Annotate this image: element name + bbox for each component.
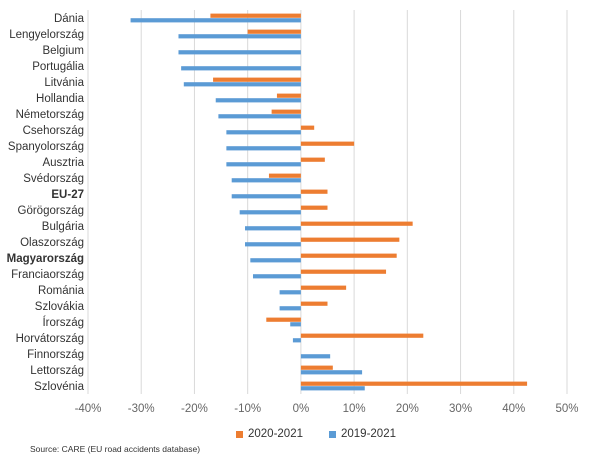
category-label: EU-27	[51, 189, 84, 201]
bar-series-1	[300, 253, 397, 258]
bar-series-1	[268, 173, 301, 178]
bar-series-2	[300, 386, 365, 391]
x-tick-label: -10%	[234, 403, 261, 415]
bar-series-2	[239, 210, 301, 215]
category-label: Románia	[38, 285, 85, 297]
x-tick-label: 10%	[343, 403, 366, 415]
bar-series-1	[300, 125, 315, 130]
x-tick-label: -30%	[128, 403, 155, 415]
bar-series-1	[213, 77, 301, 82]
bar-series-1	[300, 333, 424, 338]
legend-item-series-2: 2019-2021	[329, 428, 396, 440]
bar-series-2	[226, 162, 301, 167]
bar-series-2	[300, 370, 363, 375]
category-label: Olaszország	[20, 237, 84, 249]
x-tick-label: 40%	[502, 403, 525, 415]
bar-series-1	[271, 109, 301, 114]
category-label: Hollandia	[36, 93, 85, 105]
bar-series-1	[300, 269, 387, 274]
bar-series-1	[300, 285, 347, 290]
chart-bars	[130, 13, 528, 391]
category-label: Írország	[42, 316, 84, 329]
bar-series-1	[276, 93, 301, 98]
bar-series-2	[250, 258, 301, 263]
bar-series-2	[178, 50, 301, 55]
category-label: Németország	[16, 109, 84, 121]
bar-series-2	[226, 130, 301, 135]
bar-series-2	[178, 34, 301, 39]
legend-label-series-2: 2019-2021	[341, 428, 396, 440]
bar-series-1	[247, 29, 301, 34]
category-label: Szlovénia	[34, 381, 84, 393]
x-tick-label: 30%	[449, 403, 472, 415]
category-labels: Dánia Lengyelország Belgium Portugália Litvá…	[7, 13, 85, 393]
category-label: Lengyelország	[9, 29, 84, 41]
bar-series-2	[226, 146, 301, 151]
bar-series-2	[218, 114, 301, 119]
bar-series-2	[279, 290, 301, 295]
x-tick-label: 20%	[396, 403, 419, 415]
x-tick-label: 0%	[293, 403, 310, 415]
bar-series-2	[231, 178, 301, 183]
bar-series-1	[300, 189, 328, 194]
x-tick-label: -20%	[181, 403, 208, 415]
bar-series-2	[183, 82, 301, 87]
x-tick-label: 50%	[555, 403, 578, 415]
bar-series-1	[300, 221, 413, 226]
category-label: Franciaország	[11, 269, 84, 281]
bar-series-1	[300, 365, 333, 370]
bar-series-2	[181, 66, 301, 71]
source-note: Source: CARE (EU road accidents database…	[30, 444, 201, 454]
category-label: Belgium	[42, 45, 84, 57]
category-label: Lettország	[30, 365, 84, 377]
bar-series-2	[292, 338, 301, 343]
legend-label-series-1: 2020-2021	[248, 428, 303, 440]
category-label: Szlovákia	[35, 301, 85, 313]
category-label: Bulgária	[42, 221, 85, 233]
chart-gridlines	[87, 10, 568, 394]
bar-series-2	[130, 18, 301, 23]
bar-series-2	[245, 226, 301, 231]
category-label: Portugália	[32, 61, 84, 73]
legend-swatch-series-1	[236, 430, 243, 438]
bar-series-1	[300, 381, 528, 386]
category-label: Csehország	[23, 125, 84, 137]
bar-series-2	[290, 322, 301, 327]
bar-series-2	[252, 274, 301, 279]
category-label: Spanyolország	[8, 141, 84, 153]
bar-series-1	[300, 141, 355, 146]
bar-series-2	[231, 194, 301, 199]
bar-series-1	[300, 205, 328, 210]
bar-series-1	[300, 157, 325, 162]
bar-series-2	[215, 98, 301, 103]
category-label: Finnország	[27, 349, 84, 361]
category-label: Litvánia	[44, 77, 84, 89]
bar-series-1	[300, 301, 328, 306]
bar-series-2	[279, 306, 301, 311]
category-label: Svédország	[23, 173, 84, 185]
legend-item-series-1: 2020-2021	[236, 428, 303, 440]
bar-series-2	[245, 242, 301, 247]
category-label: Magyarország	[7, 253, 84, 265]
bar-series-1	[266, 317, 301, 322]
legend: 2020-2021 2019-2021	[236, 428, 396, 440]
category-label: Dánia	[54, 13, 85, 25]
x-axis-tick-labels: -40% -30% -20% -10% 0% 10% 20% 30% 40% 50%	[75, 403, 579, 415]
legend-swatch-series-2	[329, 430, 336, 438]
bar-series-1	[210, 13, 301, 18]
bar-series-2	[300, 354, 331, 359]
category-label: Ausztria	[42, 157, 84, 169]
category-label: Görögország	[18, 205, 84, 217]
bar-series-1	[300, 237, 400, 242]
category-label: Horvátország	[16, 333, 84, 345]
x-tick-label: -40%	[75, 403, 102, 415]
